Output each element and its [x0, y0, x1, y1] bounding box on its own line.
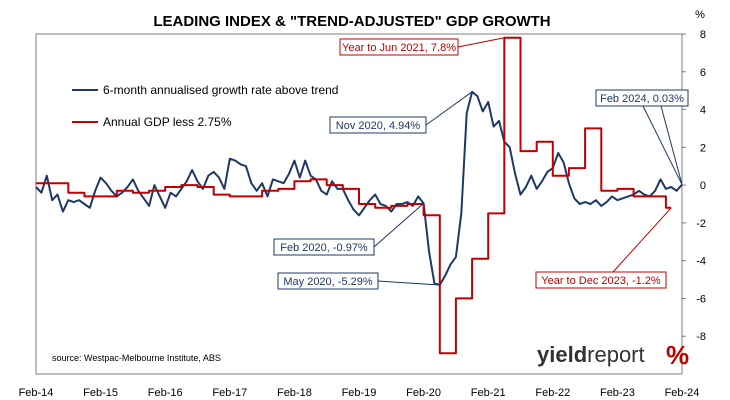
annotation-leader — [660, 105, 683, 185]
x-tick-label: Feb-14 — [19, 387, 54, 399]
y-tick-label: 0 — [700, 180, 706, 192]
annotation-label: Feb 2020, -0.97% — [280, 242, 368, 254]
series-line-leading-index — [35, 90, 683, 286]
x-tick-label: Feb-24 — [665, 387, 700, 399]
annotation-leader — [612, 207, 672, 273]
chart-title: LEADING INDEX & "TREND-ADJUSTED" GDP GRO… — [153, 13, 550, 30]
x-tick-label: Feb-19 — [342, 387, 377, 399]
series-line-gdp — [36, 36, 672, 355]
annotation-box — [595, 89, 689, 107]
y-tick-label: -6 — [696, 293, 706, 305]
annotation-label: Year to Jun 2021, 7.8% — [342, 42, 456, 54]
y-tick-label: 2 — [700, 142, 706, 154]
annotation-labels: Year to Jun 2021, 7.8% Nov 2020, 4.94% Feb… — [273, 38, 689, 290]
legend-label-gdp: Annual GDP less 2.75% — [103, 115, 232, 129]
annotation-box — [535, 271, 667, 289]
logo-word-yield: yield — [537, 342, 587, 367]
x-tick-label: Feb-21 — [471, 387, 506, 399]
y-tick-label: 4 — [700, 105, 706, 117]
annotation-leaders — [373, 37, 683, 286]
yieldreport-logo: yieldreport % — [537, 340, 689, 370]
source-note: source: Westpac-Melbourne Institute, ABS — [52, 353, 221, 363]
annotation-label: May 2020, -5.29% — [283, 276, 372, 288]
annotation-label: Year to Dec 2023, -1.2% — [541, 275, 661, 287]
y-tick-label: -8 — [696, 331, 706, 343]
logo-word-report: report — [587, 342, 644, 367]
annotation-leader — [377, 280, 440, 286]
x-tick-label: Feb-23 — [600, 387, 635, 399]
x-tick-label: Feb-22 — [535, 387, 570, 399]
series-layer — [35, 36, 683, 355]
x-tick-label: Feb-16 — [148, 387, 183, 399]
x-tick-label: Feb-20 — [406, 387, 441, 399]
annotation-leader — [457, 37, 505, 48]
logo-wordmark: yieldreport — [537, 342, 645, 367]
x-tick-label: Feb-15 — [83, 387, 118, 399]
y-tick-label: 6 — [700, 67, 706, 79]
annotation-label: Feb 2024, 0.03% — [600, 93, 684, 105]
annotation-box — [329, 116, 427, 134]
x-tick-label: Feb-18 — [277, 387, 312, 399]
logo-percent-symbol: % — [666, 340, 689, 370]
annotation-label: Nov 2020, 4.94% — [336, 120, 421, 132]
x-tick-label: Feb-17 — [212, 387, 247, 399]
annotation-leader — [373, 203, 424, 248]
legend-label-leading-index: 6-month annualised growth rate above tre… — [103, 83, 338, 97]
y-axis-unit: % — [695, 9, 705, 21]
y-tick-label: -2 — [696, 218, 706, 230]
annotation-leader — [642, 105, 683, 185]
axes: 8 6 4 2 0 -2 -4 -6 -8 Feb-14 Feb-15 Feb-16 Feb-17 Feb… — [19, 29, 706, 399]
y-tick-label: -4 — [696, 256, 706, 268]
annotation-box — [277, 272, 379, 290]
annotation-box — [273, 238, 375, 256]
annotation-box — [339, 38, 459, 56]
legend: 6-month annualised growth rate above tre… — [72, 83, 338, 129]
annotation-leader — [425, 91, 473, 126]
y-tick-label: 8 — [700, 29, 706, 41]
